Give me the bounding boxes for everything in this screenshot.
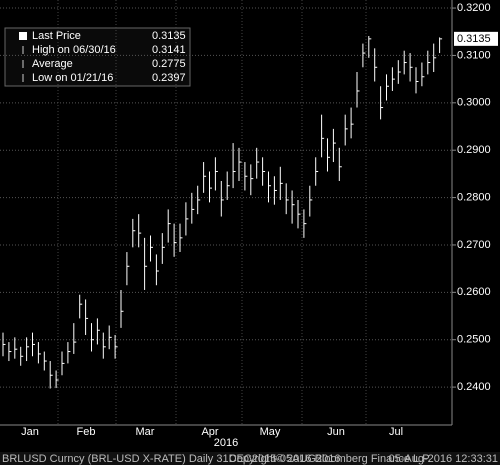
legend-label: Last Price [32,30,81,42]
x-tick-label: Jan [21,426,39,438]
last-price-label: 0.3135 [457,33,491,45]
x-tick-label: May [260,426,281,438]
x-tick-label: Jul [389,426,403,438]
last-price-box [454,31,498,46]
legend-value: 0.2775 [152,58,186,70]
y-tick-label: 0.2800 [457,191,491,203]
legend-value: 0.2397 [152,72,186,84]
legend-label: High on 06/30/16 [32,44,116,56]
legend-value: 0.3135 [152,30,186,42]
legend-box [4,27,191,87]
y-tick-label: 0.3000 [457,97,491,109]
legend-label: Low on 01/21/16 [32,72,113,84]
footer-bar [0,452,500,465]
y-tick-label: 0.2500 [457,334,491,346]
y-tick-label: 0.2400 [457,381,491,393]
footer-mid: Copyright© 2016 Bloomberg Finance L.P. [229,453,431,465]
x-tick-label: Feb [77,426,96,438]
legend-label: Average [32,58,73,70]
footer-left: BRLUSD Curncy (BRL-USD X-RATE) Daily 31D… [2,453,340,465]
legend-swatch [19,32,27,40]
x-tick-label: Apr [201,426,218,438]
legend-value: 0.3141 [152,44,186,56]
x-axis-year: 2016 [214,437,238,449]
y-tick-label: 0.2700 [457,239,491,251]
y-tick-label: 0.2600 [457,286,491,298]
footer-right: 05-Aug-2016 12:33:31 [389,453,498,465]
y-tick-label: 0.3100 [457,49,491,61]
x-tick-label: Mar [136,426,155,438]
x-tick-label: Jun [327,426,345,438]
y-tick-label: 0.2900 [457,144,491,156]
y-tick-label: 0.3200 [457,2,491,14]
